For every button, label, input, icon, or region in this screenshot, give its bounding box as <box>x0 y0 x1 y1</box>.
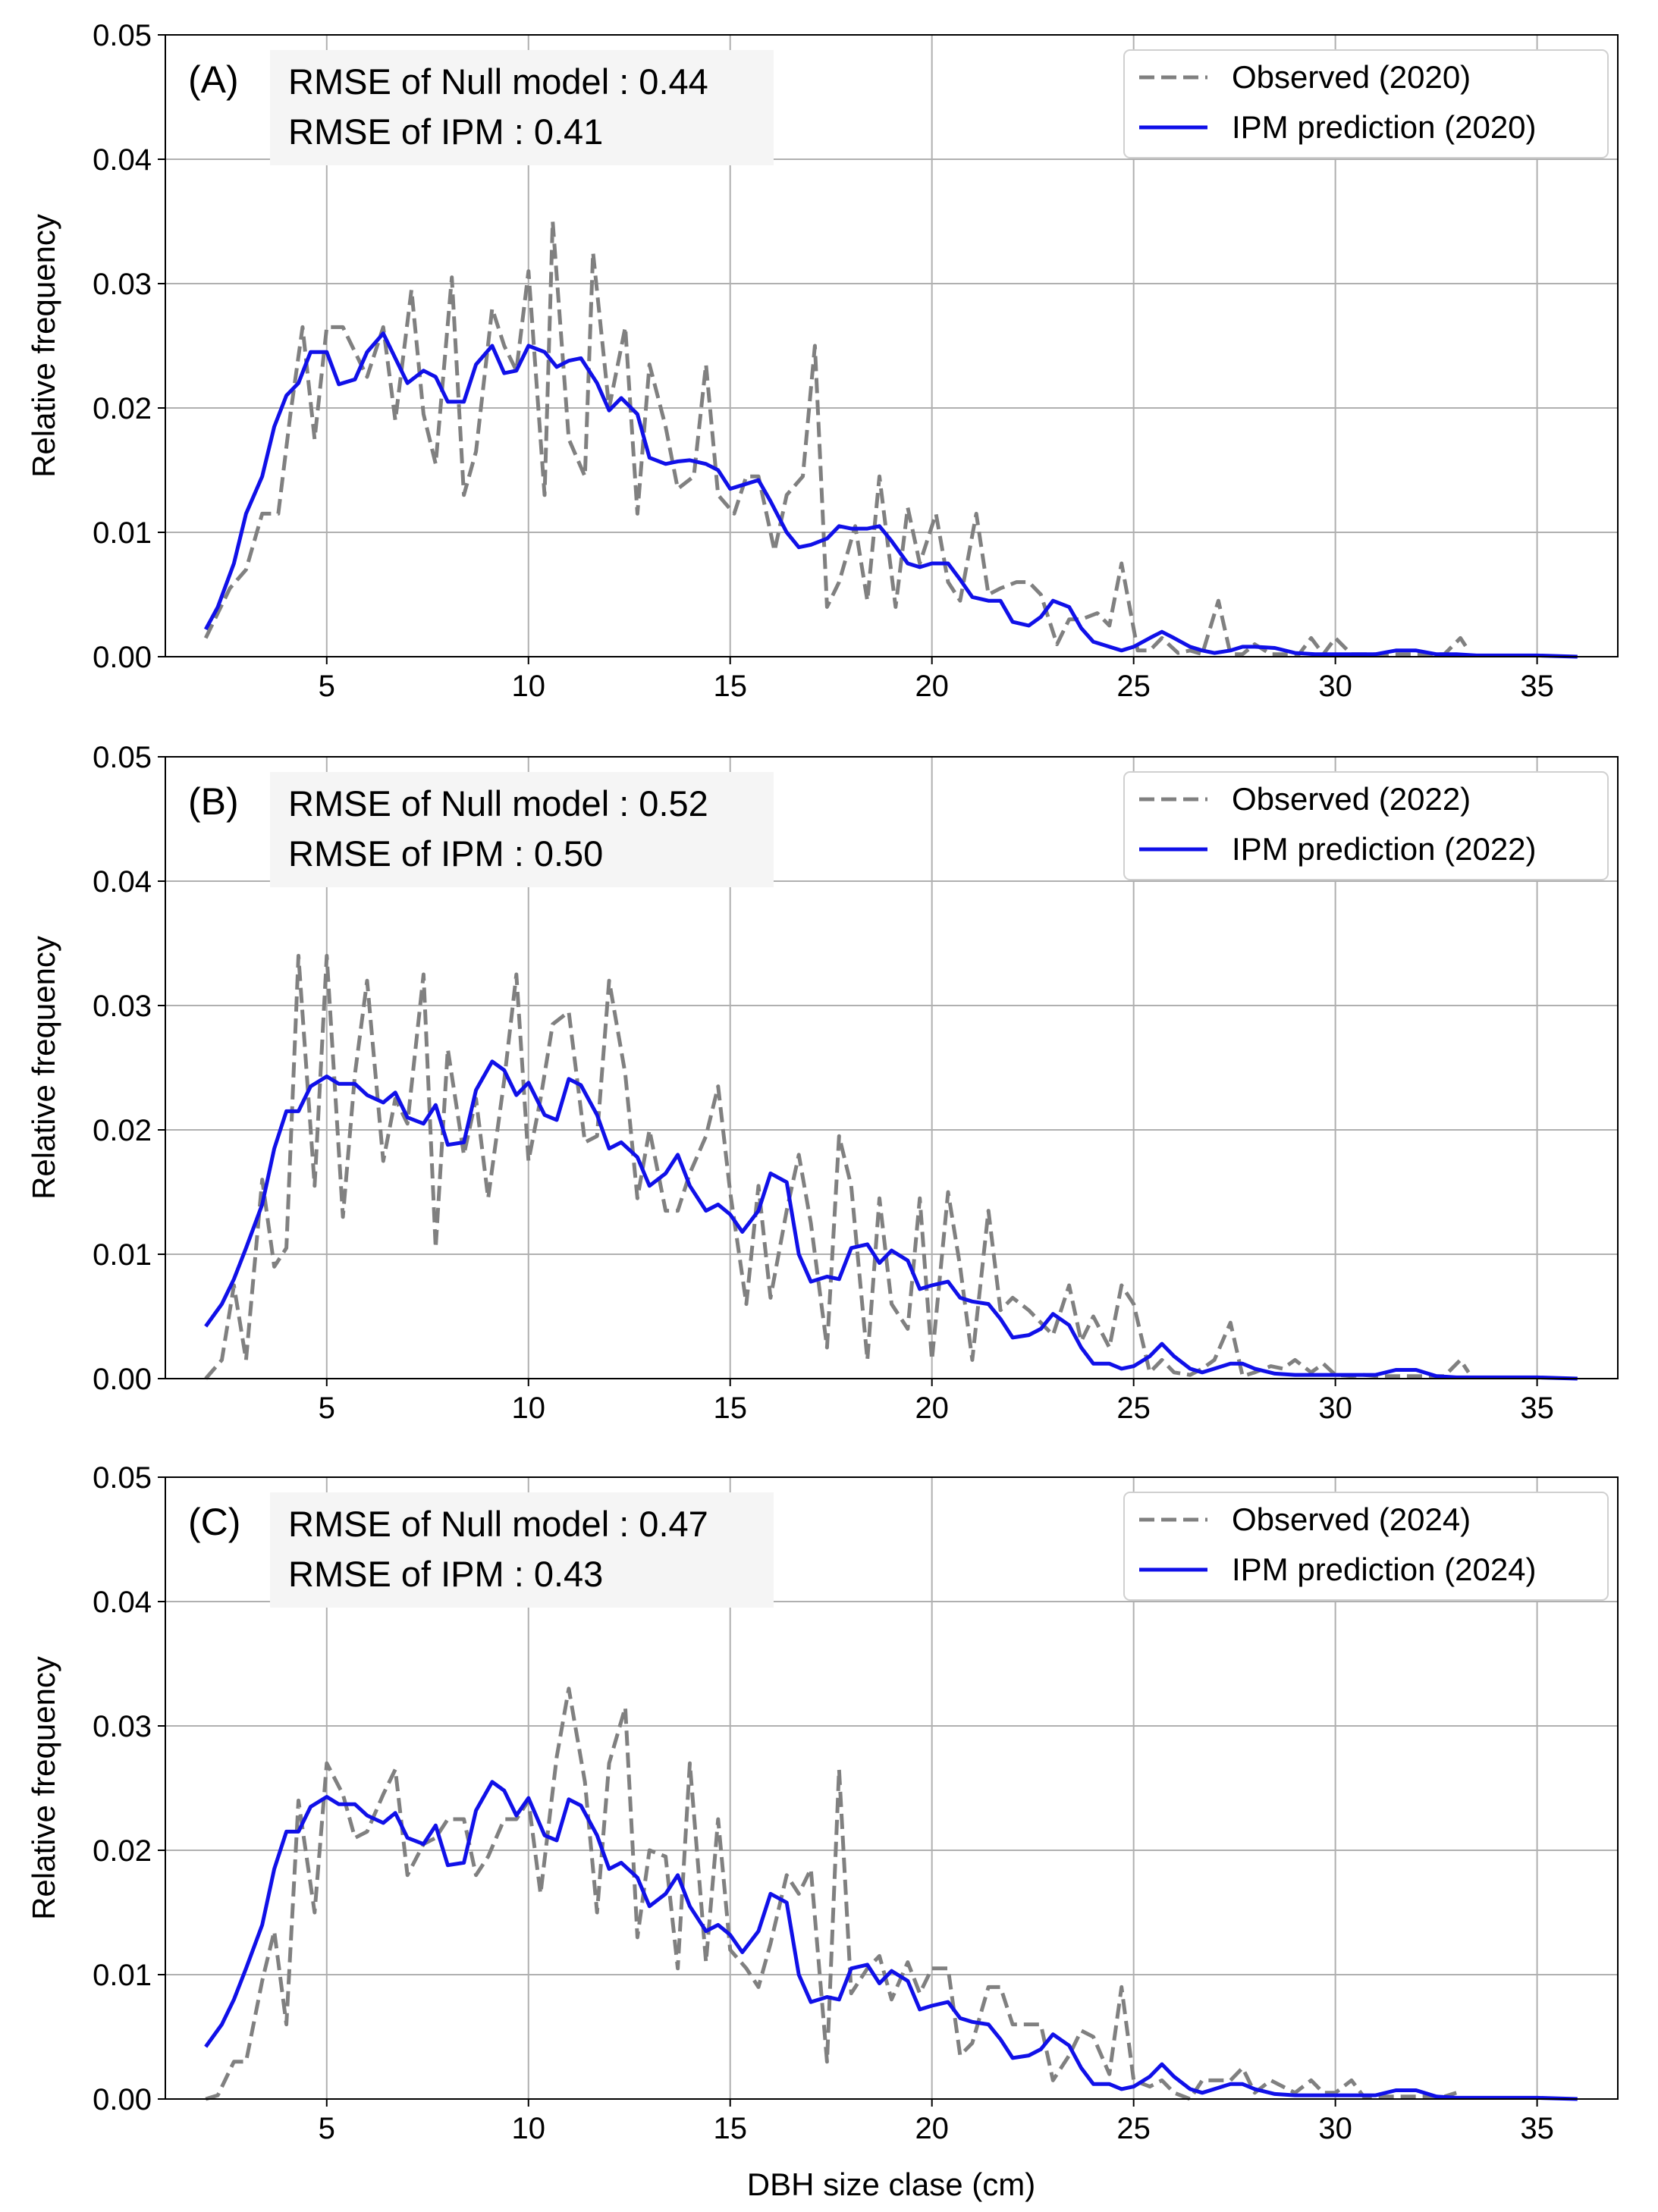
x-tick-label: 15 <box>713 2112 747 2145</box>
x-tick-label: 35 <box>1520 1392 1554 1425</box>
observed-line <box>203 219 1471 657</box>
x-tick-label: 20 <box>915 2112 949 2145</box>
legend-ipm-label: IPM prediction (2024) <box>1232 1552 1537 1587</box>
panel-label: (B) <box>188 780 239 823</box>
ipm-prediction-line <box>204 1059 1578 1381</box>
tick-layer: 5 10 15 20 25 30 35 0.00 0.01 0.02 0.03 0.04 0.05 <box>93 741 1554 1425</box>
panel-c: 5 10 15 20 25 30 35 0.00 0.01 0.02 0.03 0.04 0.05 Re… <box>26 1461 1619 2145</box>
series-layer <box>204 1686 1578 2101</box>
rmse-annotation-box <box>270 772 774 887</box>
legend: Observed (2024) IPM prediction (2024) <box>1123 1492 1609 1601</box>
y-tick-label: 0.02 <box>93 392 152 425</box>
x-tick-label: 5 <box>319 1392 335 1425</box>
y-tick-label: 0.03 <box>93 268 152 301</box>
observed-line <box>205 1686 1457 2101</box>
rmse-null-text: RMSE of Null model : 0.47 <box>288 1504 708 1544</box>
x-tick-label: 25 <box>1116 670 1151 703</box>
legend-box <box>1123 49 1609 158</box>
x-tick-label: 10 <box>512 1392 546 1425</box>
y-tick-label: 0.03 <box>93 990 152 1023</box>
x-tick-label: 30 <box>1318 2112 1352 2145</box>
y-tick-label: 0.00 <box>93 1363 152 1396</box>
rmse-null-text: RMSE of Null model : 0.52 <box>288 783 708 824</box>
legend-observed-label: Observed (2024) <box>1232 1501 1471 1537</box>
x-tick-label: 15 <box>713 1392 747 1425</box>
rmse-ipm-text: RMSE of IPM : 0.43 <box>288 1554 603 1594</box>
ipm-prediction-line <box>204 1780 1578 2101</box>
legend: Observed (2020) IPM prediction (2020) <box>1123 49 1609 158</box>
rmse-ipm-text: RMSE of IPM : 0.50 <box>288 833 603 874</box>
y-axis-label: Relative frequency <box>26 214 61 478</box>
y-tick-label: 0.01 <box>93 1959 152 1992</box>
rmse-annotation-box <box>270 1492 774 1608</box>
y-tick-label: 0.03 <box>93 1710 152 1743</box>
y-tick-label: 0.04 <box>93 143 152 177</box>
y-tick-label: 0.05 <box>93 19 152 52</box>
panel-label: (C) <box>188 1501 240 1543</box>
plot-frame <box>165 756 1619 1379</box>
x-axis-label: DBH size clase (cm) <box>747 2167 1035 2202</box>
x-tick-label: 35 <box>1520 2112 1554 2145</box>
legend-ipm-label: IPM prediction (2020) <box>1232 109 1537 145</box>
y-tick-label: 0.01 <box>93 516 152 550</box>
rmse-ipm-text: RMSE of IPM : 0.41 <box>288 111 603 152</box>
panel-b: 5 10 15 20 25 30 35 0.00 0.01 0.02 0.03 0.04 0.05 Re… <box>26 741 1619 1425</box>
legend: Observed (2022) IPM prediction (2022) <box>1123 771 1609 880</box>
legend-box <box>1123 771 1609 880</box>
x-tick-label: 10 <box>512 2112 546 2145</box>
rmse-null-text: RMSE of Null model : 0.44 <box>288 61 708 102</box>
x-tick-label: 25 <box>1116 2112 1151 2145</box>
y-tick-label: 0.05 <box>93 1461 152 1495</box>
y-tick-label: 0.02 <box>93 1114 152 1147</box>
x-tick-label: 30 <box>1318 670 1352 703</box>
plot-frame <box>165 1476 1619 2100</box>
y-axis-label: Relative frequency <box>26 1656 61 1920</box>
legend-observed-label: Observed (2022) <box>1232 781 1471 817</box>
x-tick-label: 5 <box>319 2112 335 2145</box>
tick-layer: 5 10 15 20 25 30 35 0.00 0.01 0.02 0.03 0.04 0.05 <box>93 1461 1554 2145</box>
ipm-prediction-line <box>204 331 1578 659</box>
x-tick-label: 35 <box>1520 670 1554 703</box>
y-tick-label: 0.01 <box>93 1238 152 1272</box>
y-tick-label: 0.00 <box>93 641 152 674</box>
x-tick-label: 30 <box>1318 1392 1352 1425</box>
panel-a: 5 10 15 20 25 30 35 0.00 0.01 0.02 0.03 0.04 0.05 Re… <box>26 19 1619 703</box>
y-axis-label: Relative frequency <box>26 936 61 1200</box>
panel-label: (A) <box>188 58 239 101</box>
y-tick-label: 0.04 <box>93 1586 152 1619</box>
legend-observed-label: Observed (2020) <box>1232 59 1471 95</box>
x-tick-label: 25 <box>1116 1392 1151 1425</box>
tick-layer: 5 10 15 20 25 30 35 0.00 0.01 0.02 0.03 0.04 0.05 <box>93 19 1554 703</box>
plot-frame <box>165 34 1619 657</box>
x-tick-label: 5 <box>319 670 335 703</box>
legend-ipm-label: IPM prediction (2022) <box>1232 831 1537 867</box>
y-tick-label: 0.02 <box>93 1834 152 1868</box>
x-tick-label: 15 <box>713 670 747 703</box>
rmse-annotation-box <box>270 50 774 165</box>
y-tick-label: 0.00 <box>93 2083 152 2116</box>
x-tick-label: 20 <box>915 670 949 703</box>
y-tick-label: 0.05 <box>93 741 152 774</box>
x-tick-label: 20 <box>915 1392 949 1425</box>
y-tick-label: 0.04 <box>93 865 152 899</box>
legend-box <box>1123 1492 1609 1601</box>
series-layer <box>204 953 1578 1381</box>
series-layer <box>203 219 1578 659</box>
x-tick-label: 10 <box>512 670 546 703</box>
